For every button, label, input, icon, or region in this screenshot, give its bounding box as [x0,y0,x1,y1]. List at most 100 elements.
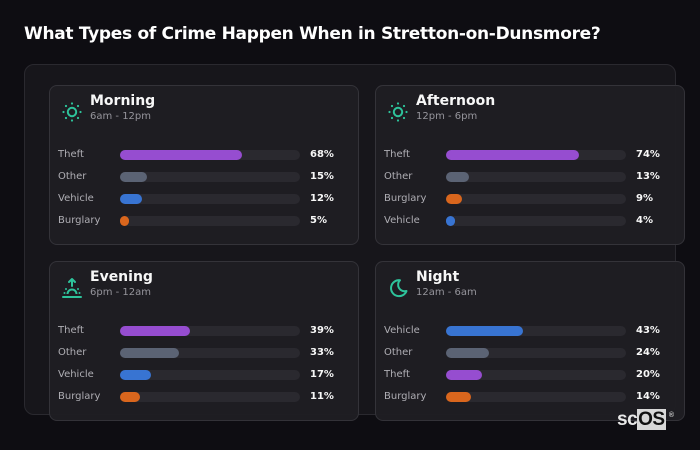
bar-row: Other 15% [58,170,348,192]
bar-track [120,370,300,380]
card-evening: Evening 6pm - 12am Theft 39% Other 33% Vehicle… [49,261,359,421]
bar-value: 33% [310,347,334,358]
bar-value: 12% [310,193,334,204]
bar-fill [446,326,524,336]
page-title: What Types of Crime Happen When in Stret… [24,24,601,44]
bar-fill [446,150,580,160]
bar-fill [120,326,191,336]
bar-label: Other [58,347,87,358]
bar-fill [446,348,490,358]
bar-value: 43% [636,325,660,336]
bar-row: Theft 39% [58,324,348,346]
bar-label: Theft [384,369,410,380]
bar-track [120,194,300,204]
bar-fill [120,216,129,226]
bar-value: 9% [636,193,653,204]
logo-sc: sc [617,409,638,430]
bar-row: Burglary 5% [58,214,348,236]
bar-fill [446,194,463,204]
bar-fill [120,370,151,380]
bar-label: Burglary [384,391,427,402]
bar-row: Vehicle 12% [58,192,348,214]
bar-fill [120,348,180,358]
bar-value: 20% [636,369,660,380]
bar-label: Other [384,347,413,358]
bar-track [446,216,626,226]
bar-label: Other [58,171,87,182]
bar-fill [446,216,455,226]
bar-row: Other 33% [58,346,348,368]
bar-value: 14% [636,391,660,402]
bar-row: Vehicle 43% [384,324,674,346]
bar-list: Vehicle 43% Other 24% Theft 20% Burglary 14% [384,324,674,412]
bar-track [120,326,300,336]
bar-row: Theft 68% [58,148,348,170]
bar-value: 4% [636,215,653,226]
sunset-icon [61,277,83,299]
bar-label: Other [384,171,413,182]
bar-value: 11% [310,391,334,402]
bar-row: Burglary 11% [58,390,348,412]
card-time-range: 12am - 6am [416,287,477,298]
card-time-range: 12pm - 6pm [416,111,478,122]
sun-icon [387,101,409,123]
bar-label: Burglary [58,391,101,402]
bar-fill [446,392,472,402]
bar-value: 17% [310,369,334,380]
card-title: Evening [90,269,153,285]
bar-track [446,326,626,336]
bar-label: Burglary [58,215,101,226]
registered-mark: ® [668,412,674,419]
sun-icon [61,101,83,123]
bar-row: Other 13% [384,170,674,192]
moon-icon [387,277,409,299]
bar-list: Theft 68% Other 15% Vehicle 12% Burglary 5% [58,148,348,236]
bar-label: Vehicle [384,215,420,226]
bar-label: Theft [58,149,84,160]
card-title: Afternoon [416,93,496,109]
bar-track [120,216,300,226]
bar-label: Vehicle [58,369,94,380]
bar-value: 74% [636,149,660,160]
bar-track [446,194,626,204]
bar-row: Burglary 14% [384,390,674,412]
bar-fill [120,150,243,160]
bar-label: Theft [58,325,84,336]
bar-fill [446,370,482,380]
bar-row: Vehicle 4% [384,214,674,236]
card-title: Night [416,269,460,285]
scos-logo: scOS ® [617,409,674,430]
bar-value: 13% [636,171,660,182]
bar-value: 15% [310,171,334,182]
bar-value: 5% [310,215,327,226]
bar-label: Theft [384,149,410,160]
bar-track [446,348,626,358]
card-morning: Morning 6am - 12pm Theft 68% Other 15% Vehicle… [49,85,359,245]
card-time-range: 6pm - 12am [90,287,152,298]
bar-value: 24% [636,347,660,358]
card-title: Morning [90,93,156,109]
bar-row: Other 24% [384,346,674,368]
bar-row: Theft 20% [384,368,674,390]
bar-value: 68% [310,149,334,160]
bar-fill [446,172,470,182]
bar-fill [120,194,142,204]
bar-track [120,392,300,402]
bar-list: Theft 39% Other 33% Vehicle 17% Burglary 11% [58,324,348,412]
bar-track [120,172,300,182]
bar-label: Vehicle [384,325,420,336]
bar-list: Theft 74% Other 13% Burglary 9% Vehicle 4% [384,148,674,236]
card-night: Night 12am - 6am Vehicle 43% Other 24% Theft 20… [375,261,685,421]
bar-row: Vehicle 17% [58,368,348,390]
bar-label: Vehicle [58,193,94,204]
bar-track [446,370,626,380]
bar-track [120,150,300,160]
bar-track [446,150,626,160]
bar-fill [120,392,140,402]
bar-fill [120,172,147,182]
bar-track [446,172,626,182]
bar-track [120,348,300,358]
bar-row: Theft 74% [384,148,674,170]
bar-value: 39% [310,325,334,336]
bar-track [446,392,626,402]
